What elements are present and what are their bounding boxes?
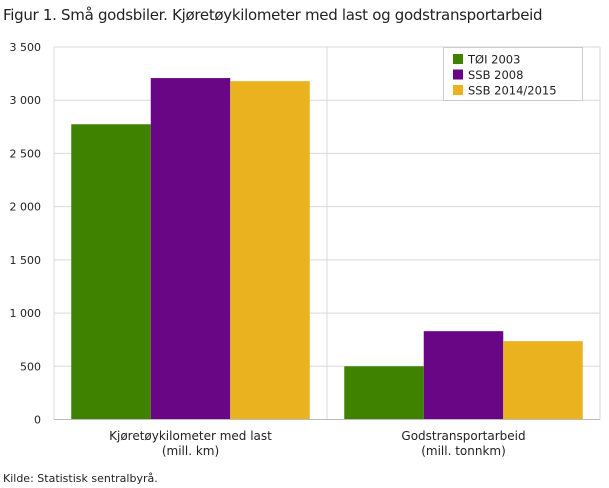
legend-label: SSB 2014/2015 — [468, 84, 557, 98]
bar-1-2 — [503, 341, 583, 420]
x-tick-label: Godstransportarbeid — [401, 429, 525, 443]
bar-1-0 — [344, 366, 424, 420]
y-tick-label: 1 000 — [10, 307, 42, 320]
legend-box — [443, 47, 583, 101]
x-tick-label: Kjøretøykilometer med last — [109, 429, 272, 443]
legend-swatch — [453, 54, 463, 64]
y-tick-label: 1 500 — [10, 254, 42, 267]
y-tick-label: 500 — [20, 360, 41, 373]
y-tick-label: 0 — [34, 414, 41, 427]
bar-0-2 — [230, 81, 310, 420]
y-tick-label: 3 500 — [10, 41, 42, 54]
legend-label: SSB 2008 — [468, 68, 523, 82]
y-tick-label: 2 000 — [10, 201, 42, 214]
y-tick-label: 3 000 — [10, 94, 42, 107]
legend-label: TØI 2003 — [467, 53, 520, 67]
x-tick-label: (mill. tonnkm) — [421, 444, 506, 458]
y-tick-label: 2 500 — [10, 147, 42, 160]
chart-source: Kilde: Statistisk sentralbyrå. — [3, 472, 158, 485]
bar-0-1 — [150, 78, 231, 420]
legend-swatch — [453, 69, 463, 80]
legend-swatch — [453, 85, 463, 95]
bar-1-1 — [423, 331, 504, 420]
bar-0-0 — [71, 124, 151, 420]
x-tick-label: (mill. km) — [162, 444, 219, 458]
chart-title: Figur 1. Små godsbiler. Kjøretøykilomete… — [3, 6, 543, 24]
